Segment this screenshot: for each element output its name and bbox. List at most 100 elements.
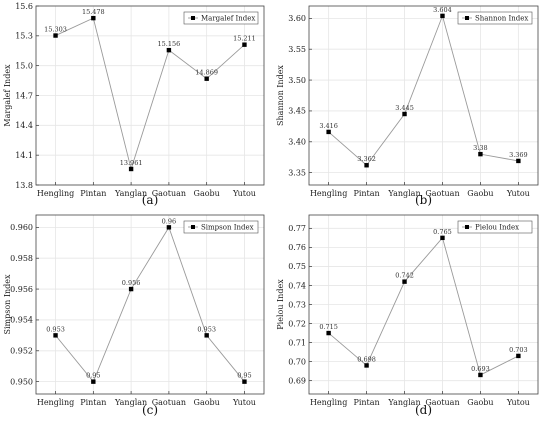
y-tick-label: 0.73 <box>288 300 306 309</box>
y-tick-label: 3.55 <box>288 45 306 54</box>
data-label: 0.715 <box>319 323 338 331</box>
legend-label: Margalef Index <box>201 15 255 23</box>
data-label: 15.211 <box>233 35 256 43</box>
data-point <box>204 333 209 338</box>
data-label: 15.478 <box>82 8 105 16</box>
data-point <box>402 111 407 117</box>
y-tick-label: 0.71 <box>288 338 306 347</box>
y-tick-label: 0.77 <box>288 224 306 233</box>
plot-frame <box>308 5 539 186</box>
y-tick-label: 14.4 <box>15 121 33 130</box>
legend-label: Simpson Index <box>201 224 254 232</box>
y-tick-label: 14.1 <box>15 151 33 160</box>
data-label: 3.604 <box>433 6 452 14</box>
data-point <box>478 372 483 378</box>
data-point <box>516 158 521 164</box>
data-point <box>128 166 134 172</box>
data-point <box>364 163 369 168</box>
series-line <box>55 226 245 383</box>
y-tick-label: 15.6 <box>15 2 33 11</box>
data-point <box>128 286 134 292</box>
x-tick-label: Pintan <box>80 398 106 407</box>
data-label: 3.362 <box>357 155 376 163</box>
x-tick-label: Yanglan <box>387 398 420 407</box>
data-label: 0.96 <box>162 217 176 225</box>
data-point <box>326 330 331 336</box>
plot-area <box>309 6 538 185</box>
legend-box <box>183 11 259 25</box>
data-point <box>204 76 209 81</box>
data-label: 0.703 <box>509 346 528 354</box>
data-point <box>242 379 247 384</box>
x-tick-label: Gaotuan <box>425 189 459 198</box>
x-tick-label: Gaobu <box>194 189 220 198</box>
y-tick-label: 13.8 <box>15 181 33 190</box>
y-tick-label: 0.72 <box>288 319 306 328</box>
chart-panel-4: 0.69 0.70 0.71 0.72 0.73 0.74 0.75 0.76 0.77 Heng… <box>276 214 539 417</box>
panel-caption: (a) <box>142 193 159 207</box>
x-tick-label: Gaotuan <box>152 398 186 407</box>
data-point <box>478 151 483 157</box>
legend: Shannon Index <box>457 11 533 25</box>
y-tick-label: 0.954 <box>10 316 33 325</box>
data-point <box>242 42 247 47</box>
data-label: 0.765 <box>433 228 452 236</box>
data-label: 3.369 <box>509 151 528 159</box>
series-line <box>55 17 245 171</box>
y-axis-label: Margalef Index <box>3 64 12 127</box>
x-tick-label: Pintan <box>353 189 379 198</box>
x-tick-label: Gaobu <box>467 189 493 198</box>
data-label: 15.156 <box>158 40 181 48</box>
legend-box <box>457 220 533 234</box>
data-label: 0.95 <box>237 372 251 380</box>
y-tick-label: 0.952 <box>10 347 33 356</box>
chart-panel-3: 0.950 0.952 0.954 0.956 0.958 0.960 Hengling Pi… <box>3 214 265 417</box>
legend: Margalef Index <box>183 11 259 25</box>
data-label: 0.698 <box>357 355 376 363</box>
panel-caption: (c) <box>142 403 158 417</box>
data-point <box>326 129 331 135</box>
plot-frame <box>308 214 539 395</box>
y-tick-label: 0.69 <box>288 376 306 385</box>
chart-panel-1: 13.8 14.1 14.4 14.7 15.0 15.3 15.6 Hengling Pint… <box>3 2 265 207</box>
y-tick-label: 15.3 <box>15 32 33 41</box>
x-tick-label: Yutou <box>232 398 256 407</box>
plot-area <box>36 215 264 394</box>
data-point <box>440 13 445 19</box>
x-tick-label: Yanglan <box>387 189 420 198</box>
data-label: 0.953 <box>197 325 216 333</box>
y-tick-label: 3.45 <box>288 107 306 116</box>
y-tick-label: 0.70 <box>288 357 306 366</box>
y-tick-label: 0.960 <box>10 223 33 232</box>
panel-caption: (d) <box>415 403 432 417</box>
legend-box <box>183 220 259 234</box>
data-label: 0.953 <box>46 325 65 333</box>
legend-label: Pielou Index <box>475 224 519 232</box>
data-point <box>91 379 96 384</box>
y-axis-label: Shannon Index <box>276 65 285 126</box>
data-label: 15.303 <box>44 26 67 34</box>
data-point <box>440 235 445 241</box>
data-label: 0.742 <box>395 272 414 280</box>
y-tick-label: 0.75 <box>288 262 306 271</box>
series-line <box>328 236 519 376</box>
y-tick-label: 0.958 <box>10 254 33 263</box>
x-tick-label: Yanglan <box>114 398 147 407</box>
legend-marker <box>465 225 469 229</box>
y-tick-label: 3.35 <box>288 168 306 177</box>
data-point <box>364 363 369 368</box>
data-label: 3.38 <box>473 144 487 152</box>
x-tick-label: Pintan <box>80 189 106 198</box>
legend-marker <box>191 16 195 20</box>
data-point <box>516 353 521 359</box>
x-tick-label: Gaotuan <box>425 398 459 407</box>
y-tick-label: 3.40 <box>288 138 306 147</box>
x-tick-label: Yutou <box>506 398 530 407</box>
chart-panel-2: 3.35 3.40 3.45 3.50 3.55 3.60 Hengling Pintan Ya… <box>276 5 539 207</box>
x-tick-label: Yutou <box>506 189 530 198</box>
x-tick-label: Hengling <box>37 189 74 198</box>
y-tick-label: 14.7 <box>15 91 33 100</box>
x-tick-label: Hengling <box>310 398 347 407</box>
legend-marker <box>465 16 469 20</box>
